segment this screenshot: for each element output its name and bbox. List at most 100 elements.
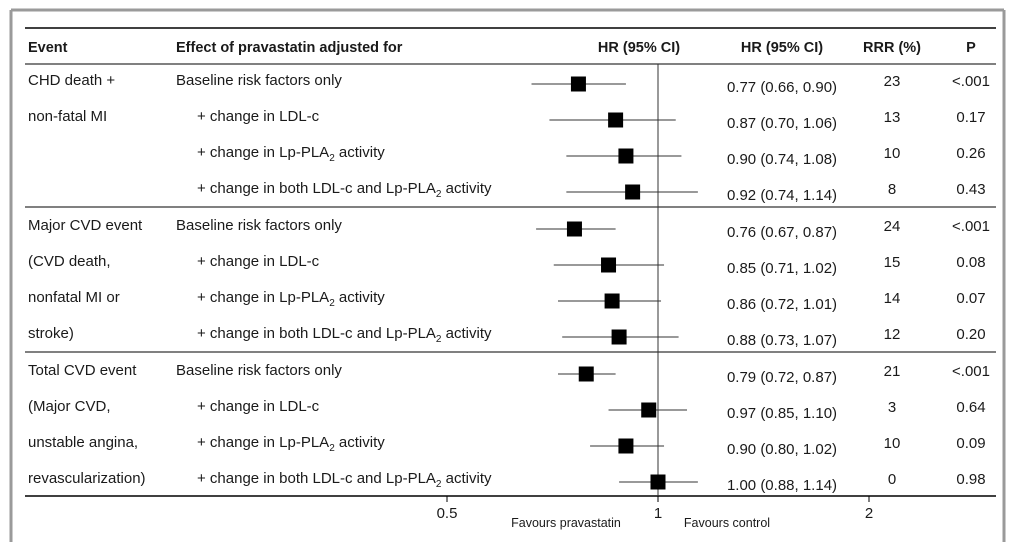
adjustment-label: + change in Lp-PLA2 activity [197, 434, 385, 458]
adjustment-label-text: Baseline risk factors only [176, 72, 342, 89]
adjustment-label: Baseline risk factors only [176, 72, 342, 90]
rrr-value: 10 [883, 435, 901, 452]
rrr-value: 8 [887, 181, 897, 198]
hr-ci-value: 0.79 (0.72, 0.87) [726, 369, 838, 386]
adjustment-label: + change in Lp-PLA2 activity [197, 289, 385, 313]
adjustment-label: + change in LDL-c [197, 253, 319, 271]
p-value: 0.64 [956, 399, 986, 416]
hr-ci-value: 0.90 (0.74, 1.08) [726, 151, 838, 168]
hr-ci-value: 0.97 (0.85, 1.10) [726, 405, 838, 422]
p-value: 0.17 [956, 109, 986, 126]
hr-marker [566, 221, 582, 237]
hr-marker [618, 438, 634, 454]
rrr-value: 13 [883, 109, 901, 126]
rrr-value: 12 [883, 326, 901, 343]
x-tick-label: 0.5 [436, 505, 458, 522]
hr-ci-value: 0.90 (0.80, 1.02) [726, 441, 838, 458]
adjustment-label: + change in LDL-c [197, 108, 319, 126]
header-effect: Effect of pravastatin adjusted for [176, 40, 403, 56]
x-tick-label: 2 [864, 505, 874, 522]
event-label: unstable angina, [28, 434, 139, 451]
rrr-value: 15 [883, 254, 901, 271]
rrr-value: 23 [883, 73, 901, 90]
adjustment-label-text: Baseline risk factors only [176, 362, 342, 379]
p-value: 0.09 [956, 435, 986, 452]
hr-marker [570, 76, 586, 92]
hr-marker [641, 402, 657, 418]
adjustment-label-text: + change in both LDL-c and Lp-PLA [197, 470, 436, 487]
adjustment-label: + change in Lp-PLA2 activity [197, 144, 385, 168]
p-value: <.001 [952, 73, 990, 90]
hr-marker [611, 329, 627, 345]
favours-pravastatin-label: Favours pravastatin [511, 516, 621, 530]
adjustment-label-subscript: 2 [329, 153, 335, 164]
event-label: nonfatal MI or [28, 289, 120, 306]
p-value: 0.07 [956, 290, 986, 307]
rrr-value: 24 [883, 218, 901, 235]
event-label: (CVD death, [28, 253, 111, 270]
p-value: 0.98 [956, 471, 986, 488]
p-value: 0.08 [956, 254, 986, 271]
hr-marker [650, 474, 666, 490]
event-label: Total CVD event [28, 362, 137, 379]
hr-marker [625, 184, 641, 200]
hr-ci-value: 1.00 (0.88, 1.14) [726, 477, 838, 494]
p-value: 0.20 [956, 326, 986, 343]
adjustment-label-subscript: 2 [435, 189, 442, 200]
adjustment-label-text: + change in Lp-PLA [197, 144, 330, 161]
adjustment-label: Baseline risk factors only [176, 362, 342, 380]
adjustment-label: Baseline risk factors only [176, 217, 342, 235]
hr-ci-value: 0.85 (0.71, 1.02) [726, 260, 838, 277]
adjustment-label-subscript: 2 [329, 298, 335, 309]
p-value: 0.26 [956, 145, 986, 162]
event-label: CHD death + [28, 72, 116, 89]
adjustment-label-text: + change in both LDL-c and Lp-PLA [197, 325, 436, 342]
rrr-value: 3 [887, 399, 897, 416]
adjustment-label-suffix: activity [334, 434, 385, 451]
adjustment-label-subscript: 2 [435, 479, 442, 490]
rrr-value: 10 [883, 145, 901, 162]
adjustment-label: + change in LDL-c [197, 398, 319, 416]
hr-ci-value: 0.76 (0.67, 0.87) [726, 224, 838, 241]
p-value: <.001 [952, 363, 990, 380]
hr-ci-value: 0.92 (0.74, 1.14) [726, 187, 838, 204]
hr-ci-value: 0.86 (0.72, 1.01) [726, 296, 838, 313]
adjustment-label-text: Baseline risk factors only [176, 217, 342, 234]
adjustment-label-suffix: activity [334, 144, 385, 161]
hr-marker [601, 257, 617, 273]
adjustment-label-text: + change in LDL-c [197, 108, 320, 125]
adjustment-label-text: + change in Lp-PLA [197, 289, 330, 306]
rrr-value: 0 [887, 471, 897, 488]
hr-ci-value: 0.77 (0.66, 0.90) [726, 79, 838, 96]
event-label: (Major CVD, [28, 398, 111, 415]
event-label: Major CVD event [28, 217, 143, 234]
adjustment-label: + change in both LDL-c and Lp-PLA2 activ… [197, 325, 492, 349]
hr-marker [618, 148, 634, 164]
hr-marker [578, 366, 594, 382]
adjustment-label-text: + change in both LDL-c and Lp-PLA [197, 180, 436, 197]
adjustment-label-suffix: activity [441, 470, 492, 487]
header-hr-ci: HR (95% CI) [740, 40, 824, 56]
adjustment-label-subscript: 2 [435, 334, 442, 345]
adjustment-label-text: + change in LDL-c [197, 253, 320, 270]
header-p: P [966, 40, 976, 56]
header-plot-hr: HR (95% CI) [597, 40, 681, 56]
event-label: stroke) [28, 325, 74, 342]
adjustment-label-subscript: 2 [329, 443, 335, 454]
event-label: non-fatal MI [28, 108, 108, 125]
p-value: 0.43 [956, 181, 986, 198]
adjustment-label-text: + change in LDL-c [197, 398, 320, 415]
event-label: revascularization) [28, 470, 146, 487]
header-rrr: RRR (%) [863, 40, 921, 56]
header-event: Event [28, 40, 68, 56]
adjustment-label: + change in both LDL-c and Lp-PLA2 activ… [197, 470, 492, 494]
adjustment-label-suffix: activity [441, 325, 492, 342]
favours-control-label: Favours control [683, 516, 771, 530]
rrr-value: 14 [883, 290, 901, 307]
hr-marker [608, 112, 624, 128]
p-value: <.001 [952, 218, 990, 235]
adjustment-label-suffix: activity [441, 180, 492, 197]
hr-ci-value: 0.88 (0.73, 1.07) [726, 332, 838, 349]
